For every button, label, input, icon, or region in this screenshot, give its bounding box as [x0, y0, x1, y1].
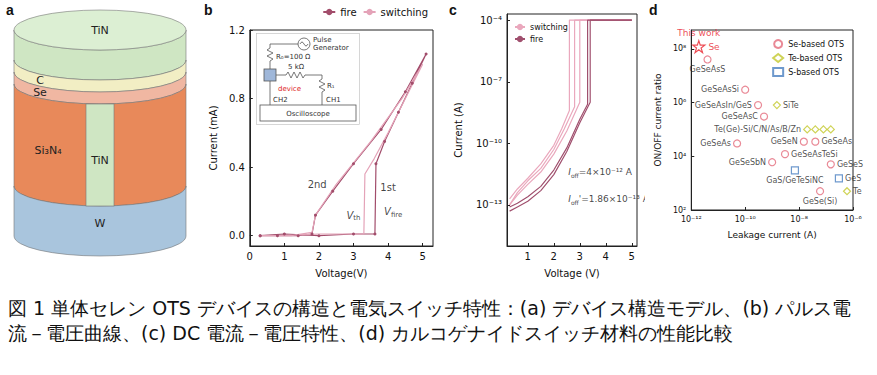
svg-text:GeSeN: GeSeN — [771, 137, 798, 146]
html-text:d: d — [649, 2, 658, 18]
svg-text:0.0: 0.0 — [229, 230, 245, 241]
svg-text:Leakage current (A): Leakage current (A) — [728, 230, 817, 240]
svg-text:10⁻⁸: 10⁻⁸ — [790, 215, 808, 224]
svg-text:fire: fire — [530, 35, 543, 44]
svg-text:10⁻⁷: 10⁻⁷ — [480, 76, 502, 87]
svg-text:GeSeAsS: GeSeAsS — [690, 65, 726, 74]
svg-text:5 kΩ: 5 kΩ — [288, 63, 305, 71]
svg-text:Generator: Generator — [313, 44, 349, 52]
svg-text:GeSeSbN: GeSeSbN — [729, 158, 766, 167]
svg-text:1st: 1st — [380, 182, 396, 193]
svg-text:2: 2 — [551, 251, 557, 262]
svg-text:fire: fire — [391, 211, 402, 219]
svg-text:SiTe: SiTe — [783, 101, 799, 110]
html-text:b: b — [204, 2, 213, 18]
svg-text:2nd: 2nd — [308, 179, 327, 190]
svg-text:Current (mA): Current (mA) — [208, 105, 219, 170]
svg-text:GeSeAs: GeSeAs — [700, 139, 731, 148]
svg-text:Oscilloscope: Oscilloscope — [286, 110, 330, 118]
svg-text:GaS/GeTeSiNC: GaS/GeTeSiNC — [766, 176, 824, 185]
svg-text:GeSeAsTeSi: GeSeAsTeSi — [791, 150, 838, 159]
svg-text:R₁: R₁ — [327, 82, 335, 90]
svg-text:=4×10⁻¹² A: =4×10⁻¹² A — [579, 167, 633, 177]
svg-text:3: 3 — [350, 251, 356, 262]
svg-text:4: 4 — [385, 251, 391, 262]
svg-text:'=1.86×10⁻¹³ A: '=1.86×10⁻¹³ A — [579, 194, 645, 204]
svg-text:5: 5 — [629, 251, 635, 262]
svg-text:GeSeAsIn/GeS: GeSeAsIn/GeS — [695, 101, 752, 110]
svg-text:Se: Se — [33, 86, 47, 99]
svg-text:th: th — [353, 214, 360, 222]
svg-text:10⁴: 10⁴ — [673, 152, 686, 161]
svg-text:5: 5 — [419, 251, 425, 262]
html-text:c: c — [449, 2, 457, 18]
html-text:図 1 単体セレン OTS デバイスの構造と電気スイッチ特性: 図 1 単体セレン OTS デバイスの構造と電気スイッチ特性：(a) デバイス構… — [8, 297, 852, 344]
svg-text:10⁻⁶: 10⁻⁶ — [844, 215, 862, 224]
svg-text:switching: switching — [530, 23, 568, 32]
svg-text:10⁻¹²: 10⁻¹² — [681, 215, 702, 224]
svg-text:C: C — [36, 73, 44, 87]
svg-text:GeSe(Si): GeSe(Si) — [803, 197, 838, 206]
svg-text:1: 1 — [525, 251, 531, 262]
svg-text:GeSeS: GeSeS — [837, 160, 863, 169]
svg-text:0.8: 0.8 — [229, 93, 245, 104]
svg-text:Te(Ge)-Si/C/N/As/B/Zn: Te(Ge)-Si/C/N/As/B/Zn — [713, 125, 801, 134]
svg-text:V: V — [346, 209, 354, 221]
svg-text:1.2: 1.2 — [229, 25, 245, 36]
svg-text:Voltage (V): Voltage (V) — [544, 268, 599, 279]
svg-text:Voltage(V): Voltage(V) — [315, 268, 367, 279]
svg-text:4: 4 — [603, 251, 609, 262]
svg-text:switching: switching — [381, 7, 428, 18]
svg-text:GeSeAsC: GeSeAsC — [722, 112, 759, 121]
svg-text:Pulse: Pulse — [313, 36, 331, 44]
svg-text:1: 1 — [281, 251, 287, 262]
html-text:Ioff: Ioff — [568, 167, 579, 179]
svg-text:GeS: GeS — [845, 174, 861, 183]
svg-text:3: 3 — [577, 251, 583, 262]
svg-text:10⁻¹⁰: 10⁻¹⁰ — [476, 138, 502, 149]
svg-text:ON/OFF current ratio: ON/OFF current ratio — [653, 73, 663, 167]
svg-text:device: device — [278, 85, 301, 93]
svg-text:fire: fire — [340, 7, 356, 18]
svg-text:Current (A): Current (A) — [453, 102, 464, 157]
svg-text:S-based OTS: S-based OTS — [788, 68, 839, 77]
svg-text:10⁻¹³: 10⁻¹³ — [476, 199, 502, 210]
svg-text:V: V — [384, 206, 391, 218]
svg-text:CH1: CH1 — [326, 96, 341, 104]
svg-text:Si₃N₄: Si₃N₄ — [34, 144, 62, 157]
svg-text:W: W — [95, 217, 106, 230]
svg-text:10⁻¹⁰: 10⁻¹⁰ — [735, 215, 756, 224]
svg-text:2: 2 — [316, 251, 322, 262]
html-text:Ioff: Ioff — [568, 194, 579, 206]
svg-text:TiN: TiN — [90, 154, 109, 167]
svg-text:Se-based OTS: Se-based OTS — [788, 40, 844, 49]
svg-text:Te-based OTS: Te-based OTS — [787, 54, 842, 63]
svg-text:Te: Te — [852, 187, 862, 196]
svg-text:10⁸: 10⁸ — [673, 44, 686, 53]
svg-text:10⁶: 10⁶ — [673, 98, 686, 107]
svg-text:This work: This work — [676, 28, 721, 38]
svg-text:GeSeAs: GeSeAs — [821, 137, 852, 146]
svg-text:GeSeAsSi: GeSeAsSi — [701, 85, 739, 94]
svg-text:10²: 10² — [673, 206, 686, 215]
svg-text:R₀=100 Ω: R₀=100 Ω — [276, 53, 311, 61]
svg-text:10⁻⁴: 10⁻⁴ — [480, 15, 502, 26]
svg-text:CH2: CH2 — [273, 96, 288, 104]
svg-text:Se: Se — [708, 42, 720, 52]
svg-text:TiN: TiN — [90, 24, 109, 37]
html-text:a: a — [6, 2, 14, 18]
svg-text:0.4: 0.4 — [229, 162, 245, 173]
svg-text:0: 0 — [247, 251, 253, 262]
